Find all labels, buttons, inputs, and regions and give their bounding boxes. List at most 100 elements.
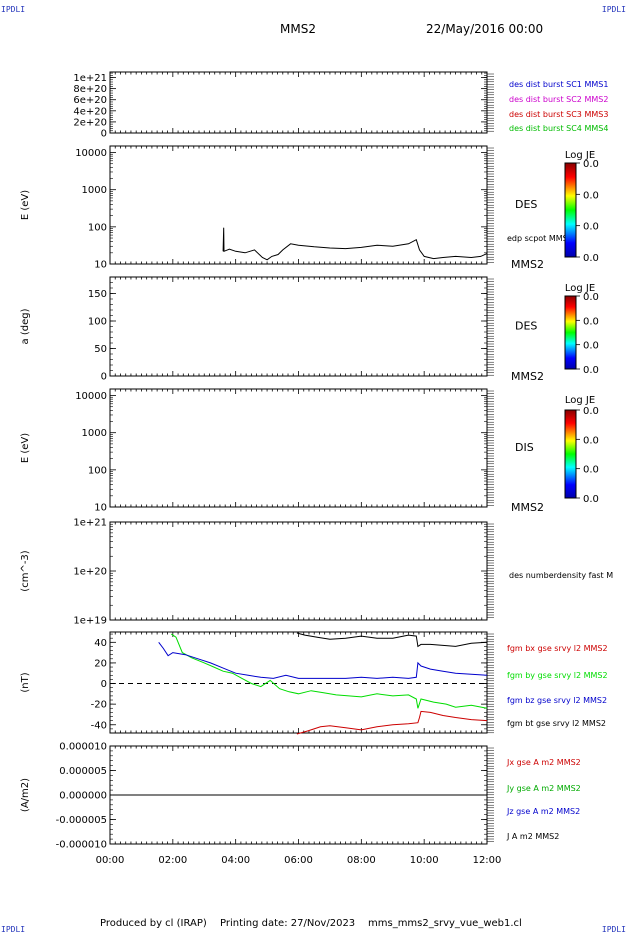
y-tick-label: 100 xyxy=(88,465,107,476)
instrument-label: DES xyxy=(515,198,537,211)
y-axis-label: (A/m2) xyxy=(20,778,31,812)
y-tick-label: 1000 xyxy=(82,185,107,196)
series-label: Jy gse A m2 MMS2 xyxy=(506,784,581,793)
y-tick-label: 100 xyxy=(88,222,107,233)
colorbar-tick-label: 0.0 xyxy=(583,222,599,233)
legend-entry: des dist burst SC1 MMS1 xyxy=(509,80,608,89)
colorbar-tick-label: 0.0 xyxy=(583,253,599,264)
colorbar-tick-label: 0.0 xyxy=(583,435,599,446)
legend-entry: des dist burst SC3 MMS3 xyxy=(509,110,608,119)
legend-entry: des dist burst SC4 MMS4 xyxy=(509,124,608,133)
y-tick-label: 40 xyxy=(94,638,107,649)
x-tick-label: 10:00 xyxy=(410,855,439,866)
y-tick-label: -20 xyxy=(91,700,107,711)
series-line xyxy=(158,641,488,679)
colorbar xyxy=(564,162,577,258)
spacecraft-label: MMS2 xyxy=(511,501,544,514)
colorbar-tick-label: 0.0 xyxy=(583,365,599,376)
y-tick-label: 10000 xyxy=(75,391,107,402)
x-tick-label: 12:00 xyxy=(473,855,502,866)
colorbar-tick-label: 0.0 xyxy=(583,190,599,201)
series-line xyxy=(296,632,488,648)
spacecraft-label: MMS2 xyxy=(511,258,544,271)
y-tick-label: 100 xyxy=(88,317,107,328)
y-tick-label: 0.000000 xyxy=(59,791,107,802)
footer-printing-date: Printing date: 27/Nov/2023 xyxy=(220,918,356,929)
y-tick-label: 10000 xyxy=(75,148,107,159)
corner-label-top-right: IPDLI xyxy=(601,5,626,14)
colorbar-tick-label: 0.0 xyxy=(583,341,599,352)
footer-file-name: mms_mms2_srvy_vue_web1.cl xyxy=(368,918,522,929)
legend-entry: des numberdensity fast M xyxy=(509,571,613,580)
y-tick-label: 50 xyxy=(94,344,107,355)
series-line xyxy=(171,633,488,709)
y-tick-label: 0 xyxy=(101,129,107,140)
colorbar xyxy=(564,295,577,370)
y-tick-label: 20 xyxy=(94,658,107,669)
y-tick-label: 1e+21 xyxy=(73,73,107,84)
colorbar xyxy=(564,409,577,499)
y-axis-label: (nT) xyxy=(20,672,31,692)
y-tick-label: 0.000010 xyxy=(59,742,107,753)
colorbar-title: Log JE xyxy=(565,395,595,406)
colorbar-title: Log JE xyxy=(565,283,595,294)
series-label: Jx gse A m2 MMS2 xyxy=(506,758,581,767)
x-tick-label: 06:00 xyxy=(284,855,313,866)
corner-label-bottom-left: IPDLI xyxy=(1,925,26,934)
series-label: fgm bz gse srvy l2 MMS2 xyxy=(507,696,607,705)
y-tick-label: 2e+20 xyxy=(73,117,107,128)
series-label: fgm by gse srvy l2 MMS2 xyxy=(507,671,608,680)
corner-label-top-left: IPDLI xyxy=(1,5,26,14)
corner-label-bottom-right: IPDLI xyxy=(601,925,626,934)
y-tick-label: 0.000005 xyxy=(59,766,107,777)
y-axis-label: E (eV) xyxy=(20,190,31,220)
series-label: J A m2 MMS2 xyxy=(506,832,559,841)
y-tick-label: 150 xyxy=(88,289,107,300)
series-label: edp scpot MMS2 xyxy=(507,234,573,243)
y-tick-label: 1e+19 xyxy=(73,616,107,627)
y-tick-label: 1e+20 xyxy=(73,567,107,578)
y-axis-label: a (deg) xyxy=(20,308,31,344)
series-label: fgm bt gse srvy l2 MMS2 xyxy=(507,719,606,728)
spacecraft-title: MMS2 xyxy=(280,22,316,36)
colorbar-title: Log JE xyxy=(565,150,595,161)
y-tick-label: 1000 xyxy=(82,428,107,439)
y-tick-label: 1e+21 xyxy=(73,518,107,529)
footer-produced-by: Produced by cl (IRAP) xyxy=(100,918,207,929)
colorbar-tick-label: 0.0 xyxy=(583,316,599,327)
y-tick-label: 10 xyxy=(94,503,107,514)
y-tick-label: 6e+20 xyxy=(73,95,107,106)
y-axis-label: (cm^-3) xyxy=(20,550,31,591)
y-tick-label: 8e+20 xyxy=(73,84,107,95)
y-tick-label: -0.000005 xyxy=(56,815,107,826)
series-line xyxy=(222,227,488,261)
spacecraft-label: MMS2 xyxy=(511,370,544,383)
panel-frame xyxy=(109,521,488,621)
colorbar-tick-label: 0.0 xyxy=(583,292,599,303)
x-tick-label: 08:00 xyxy=(347,855,376,866)
x-tick-label: 04:00 xyxy=(221,855,250,866)
y-tick-label: 4e+20 xyxy=(73,106,107,117)
instrument-label: DIS xyxy=(515,441,534,454)
series-label: fgm bx gse srvy l2 MMS2 xyxy=(507,644,608,653)
y-axis-label: E (eV) xyxy=(20,433,31,463)
y-tick-label: 0 xyxy=(101,372,107,383)
colorbar-tick-label: 0.0 xyxy=(583,465,599,476)
colorbar-tick-label: 0.0 xyxy=(583,159,599,170)
series-label: Jz gse A m2 MMS2 xyxy=(506,807,580,816)
series-line xyxy=(296,710,488,735)
panel-frame xyxy=(109,276,488,377)
panel-frame xyxy=(109,71,488,134)
instrument-label: DES xyxy=(515,320,537,333)
colorbar-tick-label: 0.0 xyxy=(583,406,599,417)
panel-frame xyxy=(109,145,488,265)
x-tick-label: 02:00 xyxy=(158,855,187,866)
panel-frame xyxy=(109,631,488,734)
y-tick-label: 0 xyxy=(101,679,107,690)
y-tick-label: 10 xyxy=(94,260,107,271)
date-title: 22/May/2016 00:00 xyxy=(426,22,544,36)
colorbar-tick-label: 0.0 xyxy=(583,494,599,505)
y-tick-label: -40 xyxy=(91,720,107,731)
legend-entry: des dist burst SC2 MMS2 xyxy=(509,95,608,104)
